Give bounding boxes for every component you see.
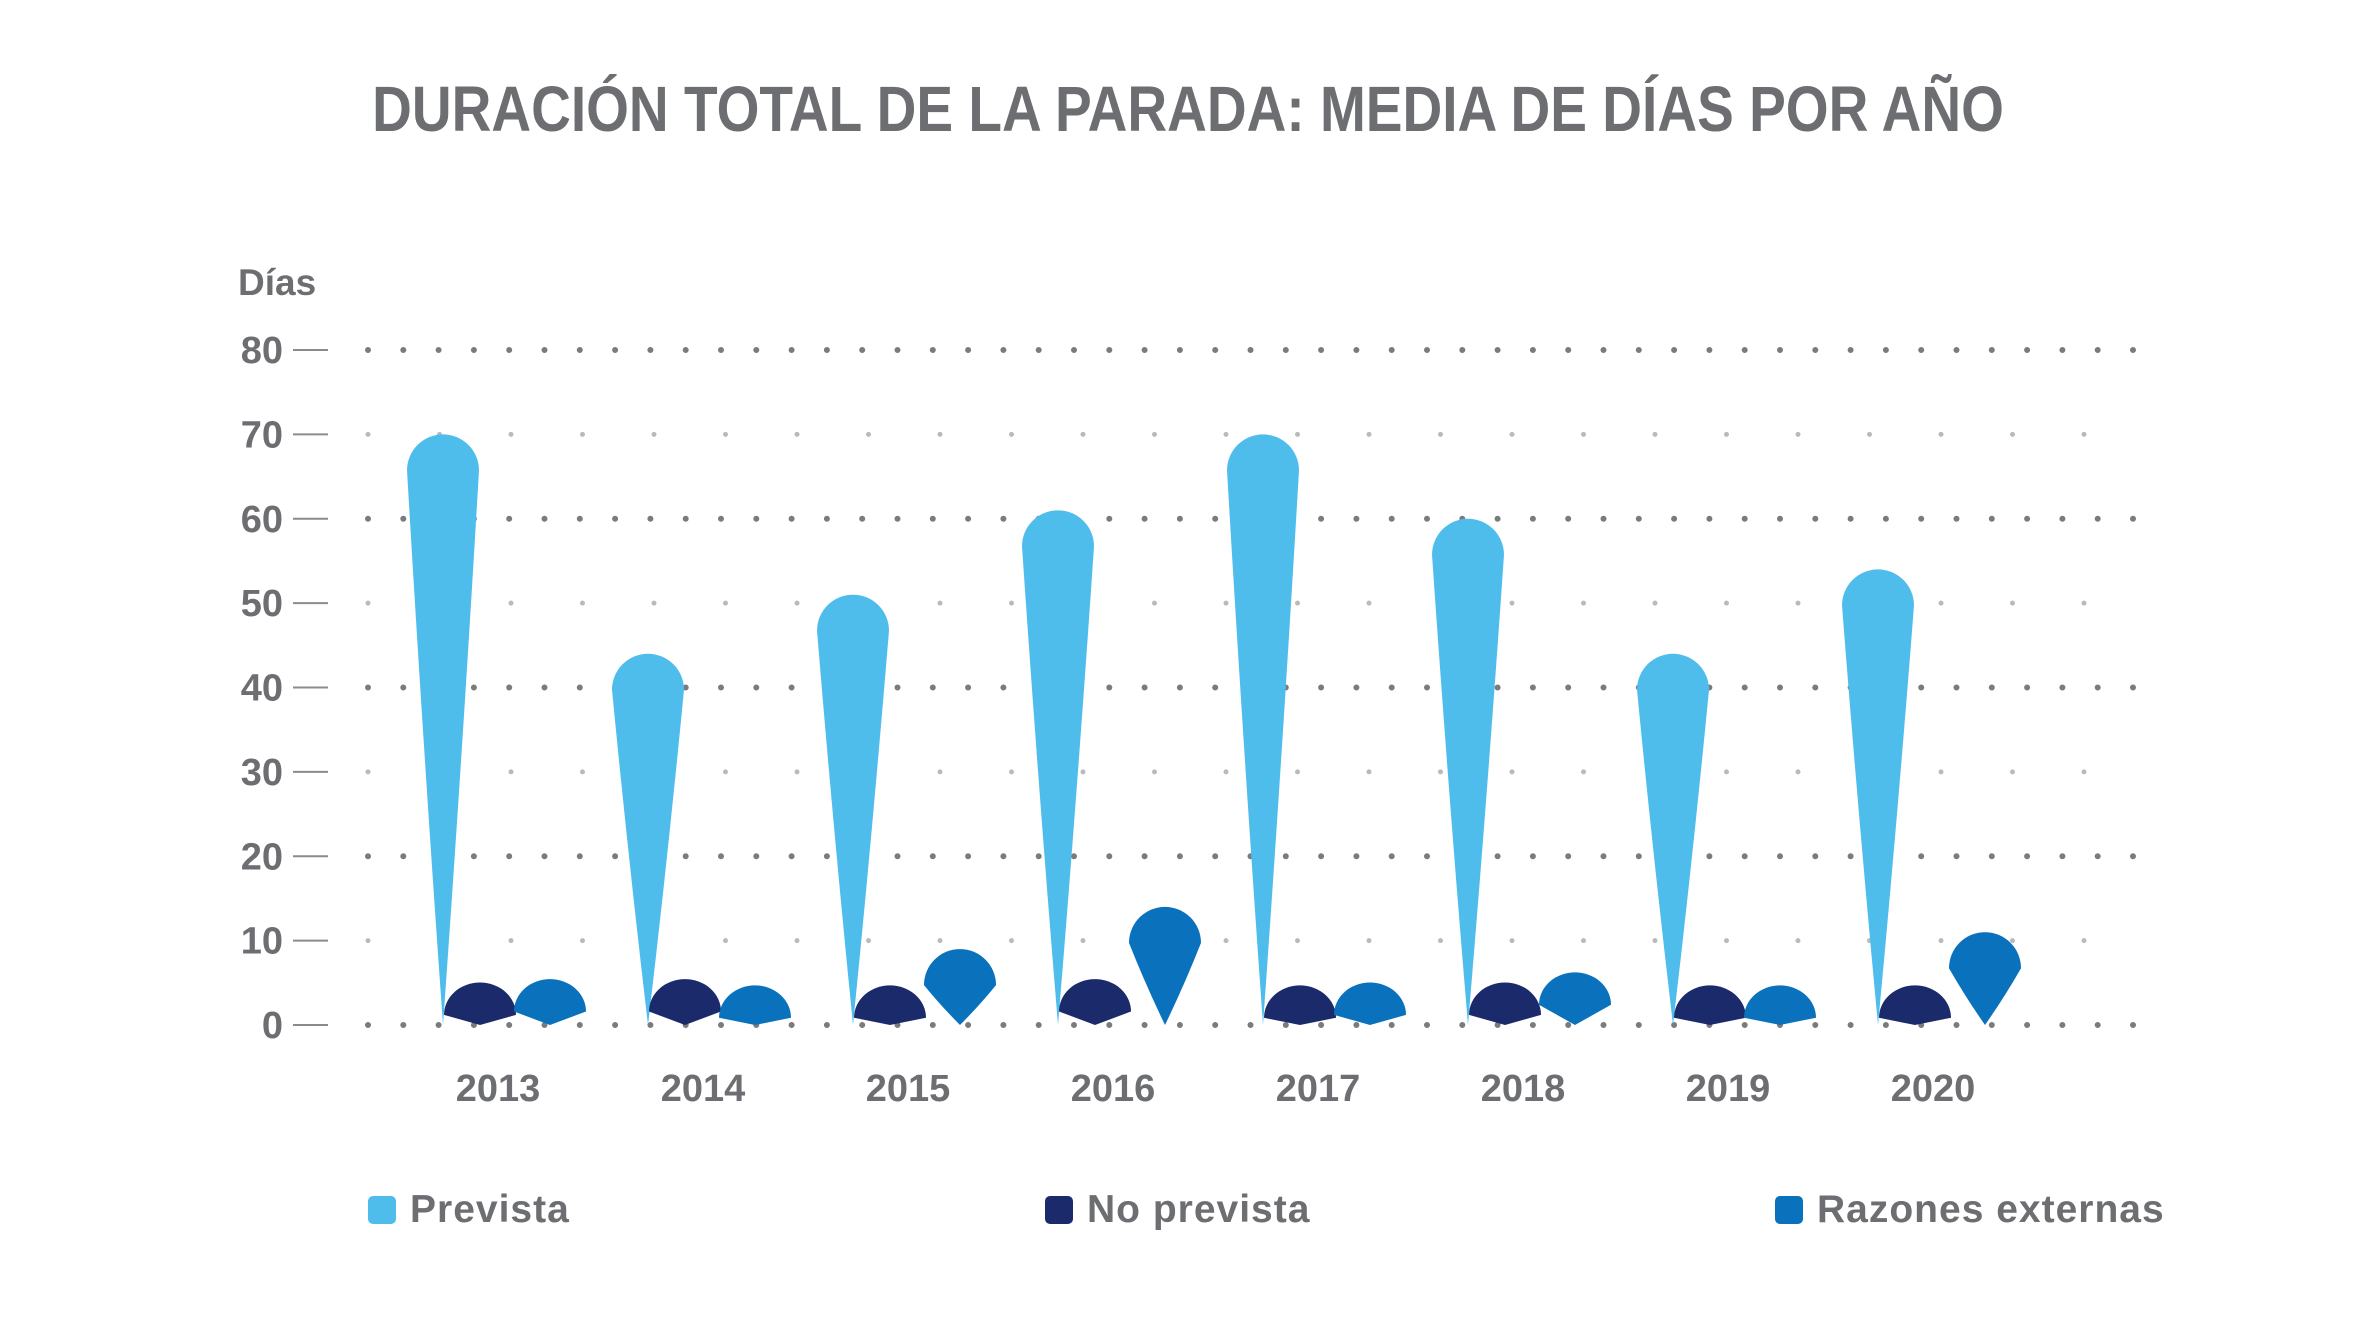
x-tick-label: 2017 bbox=[1276, 1068, 1361, 1110]
y-tick-label: 30 bbox=[241, 752, 283, 794]
mark-no-prevista-2017 bbox=[1264, 985, 1336, 1025]
mark-no-prevista-2016 bbox=[1059, 979, 1131, 1025]
x-tick-label: 2019 bbox=[1686, 1068, 1771, 1110]
y-tick-label: 0 bbox=[262, 1005, 283, 1047]
mark-no-prevista-2019 bbox=[1674, 985, 1746, 1025]
mark-no-prevista-2013 bbox=[444, 982, 516, 1025]
mark-no-prevista-2020 bbox=[1879, 985, 1951, 1025]
x-axis: 2013 2014 2015 2016 2017 2018 2019 2020 bbox=[456, 1068, 1976, 1110]
x-tick-label: 2013 bbox=[456, 1068, 541, 1110]
mark-razones-externas-2017 bbox=[1334, 982, 1406, 1025]
chart-title: DURACIÓN TOTAL DE LA PARADA: MEDIA DE DÍ… bbox=[372, 73, 2004, 145]
mark-razones-externas-2020 bbox=[1949, 932, 2021, 1025]
mark-razones-externas-2019 bbox=[1744, 985, 1816, 1025]
legend-swatch-razones-externas bbox=[1775, 1196, 1803, 1224]
mark-prevista-2020 bbox=[1842, 569, 1914, 1025]
y-tick-label: 80 bbox=[241, 330, 283, 372]
legend-swatch-prevista bbox=[368, 1196, 396, 1224]
legend-label-prevista: Prevista bbox=[410, 1188, 570, 1231]
mark-prevista-2015 bbox=[817, 594, 889, 1025]
mark-razones-externas-2018 bbox=[1539, 972, 1611, 1025]
mark-no-prevista-2014 bbox=[649, 979, 721, 1025]
mark-prevista-2016 bbox=[1022, 510, 1094, 1025]
legend-label-razones-externas: Razones externas bbox=[1817, 1188, 2165, 1231]
mark-razones-externas-2014 bbox=[719, 985, 791, 1025]
legend-item-razones-externas: Razones externas bbox=[1775, 1188, 2165, 1232]
mark-prevista-2014 bbox=[612, 653, 684, 1025]
x-tick-label: 2016 bbox=[1071, 1068, 1156, 1110]
legend-item-no-prevista: No prevista bbox=[1045, 1188, 1310, 1232]
y-tick-label: 40 bbox=[241, 668, 283, 710]
mark-no-prevista-2015 bbox=[854, 985, 926, 1025]
x-tick-label: 2015 bbox=[866, 1068, 951, 1110]
mark-razones-externas-2015 bbox=[924, 949, 996, 1025]
y-tick-label: 50 bbox=[241, 583, 283, 625]
mark-prevista-2017 bbox=[1227, 434, 1299, 1025]
y-tick-label: 20 bbox=[241, 836, 283, 878]
mark-prevista-2013 bbox=[407, 434, 479, 1025]
legend-swatch-no-prevista bbox=[1045, 1196, 1073, 1224]
mark-prevista-2018 bbox=[1432, 518, 1504, 1025]
mark-prevista-2019 bbox=[1637, 653, 1709, 1025]
x-tick-label: 2014 bbox=[661, 1068, 746, 1110]
mark-razones-externas-2013 bbox=[514, 979, 586, 1025]
y-tick-label: 10 bbox=[241, 921, 283, 963]
y-tick-label: 60 bbox=[241, 499, 283, 541]
y-axis-label: Días bbox=[238, 262, 317, 303]
legend-item-prevista: Prevista bbox=[368, 1188, 570, 1232]
mark-razones-externas-2016 bbox=[1129, 906, 1201, 1025]
mark-no-prevista-2018 bbox=[1469, 982, 1541, 1025]
marks-layer bbox=[407, 434, 2021, 1025]
x-tick-label: 2020 bbox=[1891, 1068, 1976, 1110]
x-tick-label: 2018 bbox=[1481, 1068, 1566, 1110]
y-tick-label: 70 bbox=[241, 414, 283, 456]
legend-label-no-prevista: No prevista bbox=[1087, 1188, 1311, 1231]
y-axis: 0 10 20 30 40 50 60 70 80 bbox=[241, 330, 328, 1047]
